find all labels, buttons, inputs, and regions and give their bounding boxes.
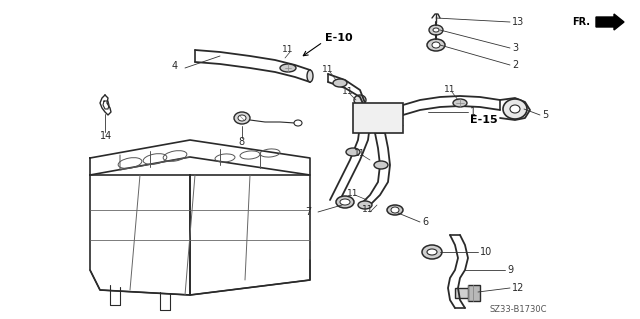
Text: 5: 5 — [542, 110, 548, 120]
Ellipse shape — [432, 42, 440, 48]
Ellipse shape — [346, 148, 360, 156]
Ellipse shape — [422, 245, 442, 259]
Ellipse shape — [427, 39, 445, 51]
Text: SZ33-B1730C: SZ33-B1730C — [490, 306, 547, 315]
Ellipse shape — [427, 249, 437, 255]
Ellipse shape — [453, 99, 467, 107]
Text: 11: 11 — [362, 205, 374, 214]
Text: 2: 2 — [512, 60, 518, 70]
Text: E-10: E-10 — [325, 33, 353, 43]
Ellipse shape — [354, 95, 366, 105]
Text: 10: 10 — [480, 247, 492, 257]
Text: 7: 7 — [305, 207, 311, 217]
Text: 14: 14 — [100, 131, 112, 141]
Text: 4: 4 — [172, 61, 178, 71]
Ellipse shape — [429, 25, 443, 35]
Text: 11: 11 — [444, 85, 456, 94]
Text: 11: 11 — [322, 65, 333, 75]
Ellipse shape — [336, 196, 354, 208]
Ellipse shape — [333, 79, 347, 87]
Bar — [455, 288, 470, 298]
Ellipse shape — [234, 112, 250, 124]
Text: FR.: FR. — [572, 17, 590, 27]
Ellipse shape — [358, 201, 372, 209]
Ellipse shape — [391, 207, 399, 213]
Text: 12: 12 — [512, 283, 524, 293]
Ellipse shape — [433, 28, 439, 32]
Text: 3: 3 — [512, 43, 518, 53]
Ellipse shape — [340, 199, 350, 205]
Text: 9: 9 — [507, 265, 513, 275]
Text: 11: 11 — [347, 189, 358, 197]
Text: 8: 8 — [238, 137, 244, 147]
Ellipse shape — [387, 205, 403, 215]
Bar — [468, 285, 480, 301]
Text: 11: 11 — [354, 149, 365, 158]
Text: 11: 11 — [342, 87, 353, 97]
Bar — [353, 103, 403, 133]
Ellipse shape — [307, 70, 313, 82]
Ellipse shape — [294, 120, 302, 126]
Text: E-15: E-15 — [470, 115, 498, 125]
Ellipse shape — [280, 64, 296, 72]
Text: 6: 6 — [422, 217, 428, 227]
Text: 11: 11 — [282, 46, 294, 55]
Text: 13: 13 — [512, 17, 524, 27]
Text: 1: 1 — [470, 107, 476, 117]
FancyArrow shape — [596, 14, 624, 30]
Ellipse shape — [510, 105, 520, 113]
Ellipse shape — [238, 115, 246, 121]
Ellipse shape — [374, 161, 388, 169]
Ellipse shape — [503, 99, 527, 119]
